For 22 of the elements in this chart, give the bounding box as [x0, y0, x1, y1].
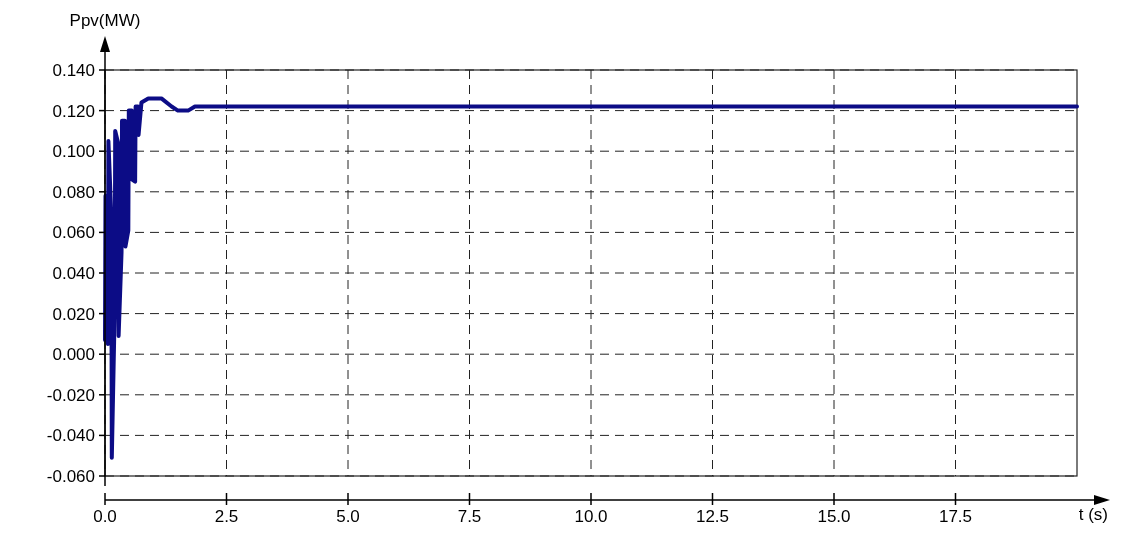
- x-tick-label: 17.5: [938, 507, 973, 526]
- y-tick-label: 0.060: [52, 223, 95, 243]
- x-tick-label: 10.0: [574, 507, 608, 526]
- x-tick-label: 15.0: [817, 507, 851, 526]
- y-tick-label: 0.040: [52, 263, 95, 283]
- x-tick-label: 5.0: [336, 507, 360, 526]
- x-axis-title: t (s): [1078, 505, 1108, 524]
- x-tick-label: 2.5: [214, 507, 239, 526]
- y-tick-label: -0.060: [46, 466, 95, 486]
- x-tick-label: 0.0: [93, 507, 117, 526]
- y-tick-label: 0.120: [52, 101, 95, 121]
- y-tick-label: 0.100: [52, 142, 95, 162]
- y-tick-label: 0.020: [52, 304, 95, 324]
- line-series: [103, 96, 1079, 460]
- y-tick-label: 0.080: [52, 182, 95, 202]
- y-tick-label: -0.040: [46, 426, 95, 446]
- x-tick-label: 7.5: [457, 507, 482, 526]
- y-axis-title: Ppv(MW): [69, 11, 141, 30]
- y-tick-label: -0.020: [46, 385, 95, 405]
- y-tick-label: 0.140: [52, 60, 95, 80]
- y-tick-label: 0.000: [52, 345, 95, 365]
- x-tick-label: 12.5: [695, 507, 730, 526]
